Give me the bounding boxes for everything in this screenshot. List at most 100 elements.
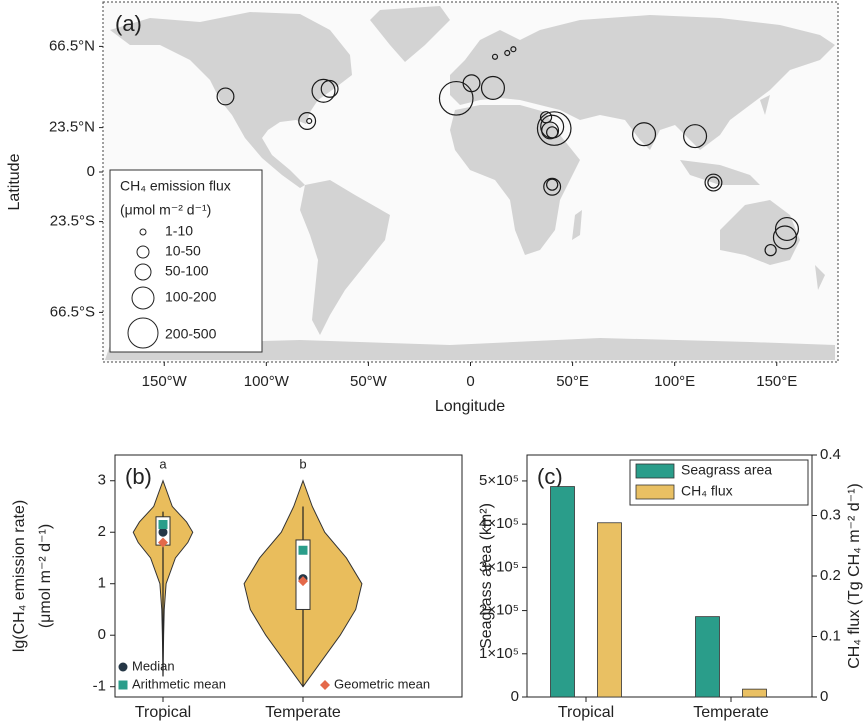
land [370, 6, 450, 62]
geomean-marker [298, 576, 308, 587]
site-bubble [320, 79, 339, 98]
x-tick-label: 100°W [244, 373, 290, 390]
land [105, 338, 835, 360]
legend-label: Median [132, 658, 175, 673]
bar [695, 616, 720, 698]
land [760, 95, 770, 115]
geomean-marker [158, 537, 168, 548]
site-bubble [491, 53, 499, 60]
y2-tick-label: 0.1 [820, 627, 841, 644]
y-tick-label: 23.5°N [49, 119, 95, 136]
site-bubble [504, 49, 511, 57]
legend-circle [139, 228, 147, 236]
site-bubble [546, 126, 559, 139]
legend-circle [131, 286, 155, 310]
x-tick-label: Tropical [558, 704, 614, 721]
site-bubble [543, 177, 562, 196]
land [450, 15, 835, 150]
legend-marker [118, 680, 128, 690]
legend-label: Geometric mean [334, 676, 430, 691]
x-tick-label: 50°W [350, 373, 388, 390]
legend-label: Arithmetic mean [132, 676, 226, 691]
legend-label: CH₄ flux [681, 483, 733, 499]
legend-label: 100-200 [165, 289, 217, 305]
legend-unit: (μmol m⁻² d⁻¹) [120, 202, 211, 218]
legend-circle [127, 317, 159, 349]
site-bubble [438, 80, 474, 116]
panel-label: (c) [537, 464, 563, 489]
legend-label: 1-10 [165, 223, 193, 239]
y2-tick-label: 0.4 [820, 446, 841, 463]
y2-tick-label: 0 [820, 688, 828, 705]
y-tick-label: 0 [511, 688, 519, 705]
panel-label: (b) [125, 464, 152, 489]
site-bubble [764, 243, 777, 257]
land [450, 105, 580, 255]
site-bubble [546, 178, 559, 191]
site-bubble [704, 173, 723, 192]
y-tick-label: 5×10⁵ [479, 472, 519, 489]
site-bubble [510, 46, 517, 53]
site-bubble [536, 111, 572, 146]
legend-title: CH₄ emission flux [120, 178, 231, 194]
y-tick-label: 2 [98, 523, 106, 540]
land [720, 200, 800, 265]
x-axis-label: Longitude [435, 398, 505, 415]
y-tick-label: 66.5°S [50, 303, 95, 320]
y-tick-label: 23.5°S [50, 213, 95, 230]
land [452, 65, 465, 85]
x-tick-label: Tropical [135, 704, 191, 721]
annotation: a [159, 456, 167, 471]
site-bubble [683, 124, 708, 149]
y-tick-label: 3 [98, 472, 106, 489]
legend-circle [134, 263, 152, 281]
land [300, 180, 390, 335]
site-bubble [707, 176, 720, 189]
bar [742, 688, 767, 698]
land [815, 265, 825, 290]
legend-label: Seagrass area [681, 462, 772, 478]
mean-marker [158, 520, 168, 530]
y-tick-label: 0 [98, 626, 106, 643]
legend-label: 10-50 [165, 243, 201, 259]
panel-label: (a) [115, 11, 142, 36]
x-tick-label: 50°E [556, 373, 589, 390]
y-tick-label: 2×10⁵ [479, 602, 519, 619]
violin-frame [114, 454, 463, 698]
x-tick-label: 150°E [756, 373, 797, 390]
bar [550, 486, 575, 698]
site-bubble [216, 87, 235, 106]
x-tick-label: 150°W [142, 373, 188, 390]
y-tick-label: -1 [93, 678, 106, 695]
y2-tick-label: 0.3 [820, 506, 841, 523]
site-bubble [541, 121, 560, 140]
size-legend: CH₄ emission flux (μmol m⁻² d⁻¹) 1-10 10… [109, 169, 263, 353]
mean-marker [298, 545, 308, 555]
annotation: b [299, 456, 306, 471]
x-tick-label: 100°E [654, 373, 695, 390]
y-tick-label: 4×10⁵ [479, 515, 519, 532]
legend-marker [118, 662, 128, 672]
legend-marker [320, 680, 330, 690]
site-bubble [772, 225, 797, 250]
y-tick-label: 1×10⁵ [479, 645, 519, 662]
legend-swatch [635, 484, 675, 500]
y-tick-label: 1 [98, 575, 106, 592]
site-bubble [298, 112, 317, 130]
legend-circle [136, 245, 150, 259]
y-axis-label: Latitude [6, 153, 23, 210]
site-bubble [632, 122, 657, 147]
legend-frame [109, 169, 263, 353]
x-tick-label: Temperate [693, 704, 769, 721]
x-tick-label: 0 [466, 373, 474, 390]
y-tick-label: 0 [87, 163, 95, 180]
bar [597, 522, 622, 698]
y2-tick-label: 0.2 [820, 567, 841, 584]
median-marker [158, 527, 168, 537]
site-bubble [306, 117, 313, 125]
site-bubble [311, 78, 336, 103]
land [680, 160, 760, 185]
y2-axis-label: CH₄ flux (Tg CH₄ m⁻² d⁻¹) [846, 483, 863, 669]
site-bubble [462, 74, 481, 93]
